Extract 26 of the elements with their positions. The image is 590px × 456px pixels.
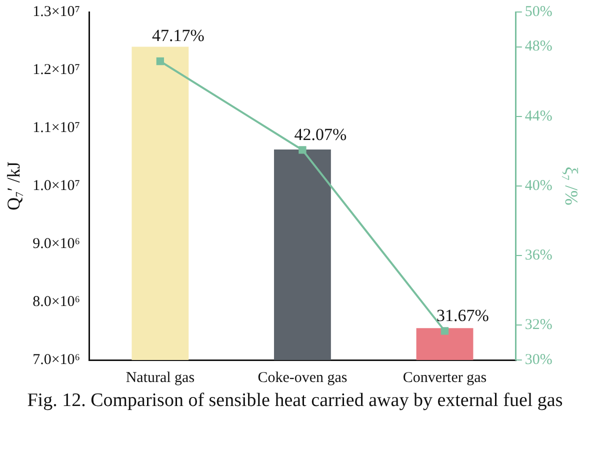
point [440, 327, 449, 335]
y2-tick-label: 40% [524, 178, 552, 194]
point [156, 57, 164, 66]
x-tick-label: Natural gas [126, 370, 195, 386]
y-tick-label: 1.1×10⁷ [32, 120, 80, 136]
y2-tick-label: 30% [524, 352, 552, 368]
y-tick-label: 1.3×10⁷ [32, 4, 80, 20]
y-tick-label: 1.0×10⁷ [32, 178, 80, 194]
caption: Fig. 12. Comparison of sensible heat carried away by external fuel gas [26, 390, 564, 412]
x-tick-label: Coke-oven gas [258, 370, 348, 386]
data-label: 42.07% [294, 124, 347, 144]
x-tick-label: Converter gas [402, 370, 487, 386]
y2-axis-title: ξ₇ /% [561, 166, 582, 206]
y2-tick-label: 32% [524, 317, 552, 334]
y-tick-label: 1.2×10⁷ [32, 62, 80, 78]
y2-tick-label: 50% [524, 4, 552, 20]
y2-tick-label: 36% [524, 248, 552, 264]
y-tick-label: 9.0×10⁶ [32, 236, 80, 252]
y2-tick-label: 44% [524, 108, 552, 124]
data-label: 31.67% [436, 306, 489, 325]
y2-tick-label: 48% [524, 38, 552, 55]
point [298, 146, 306, 154]
y-tick-label: 7.0×10⁶ [32, 352, 80, 368]
data-label: 47.17% [152, 26, 204, 45]
y-tick-label: 8.0×10⁶ [32, 294, 80, 310]
y-axis-title: Q₇′ /kJ [4, 162, 24, 210]
